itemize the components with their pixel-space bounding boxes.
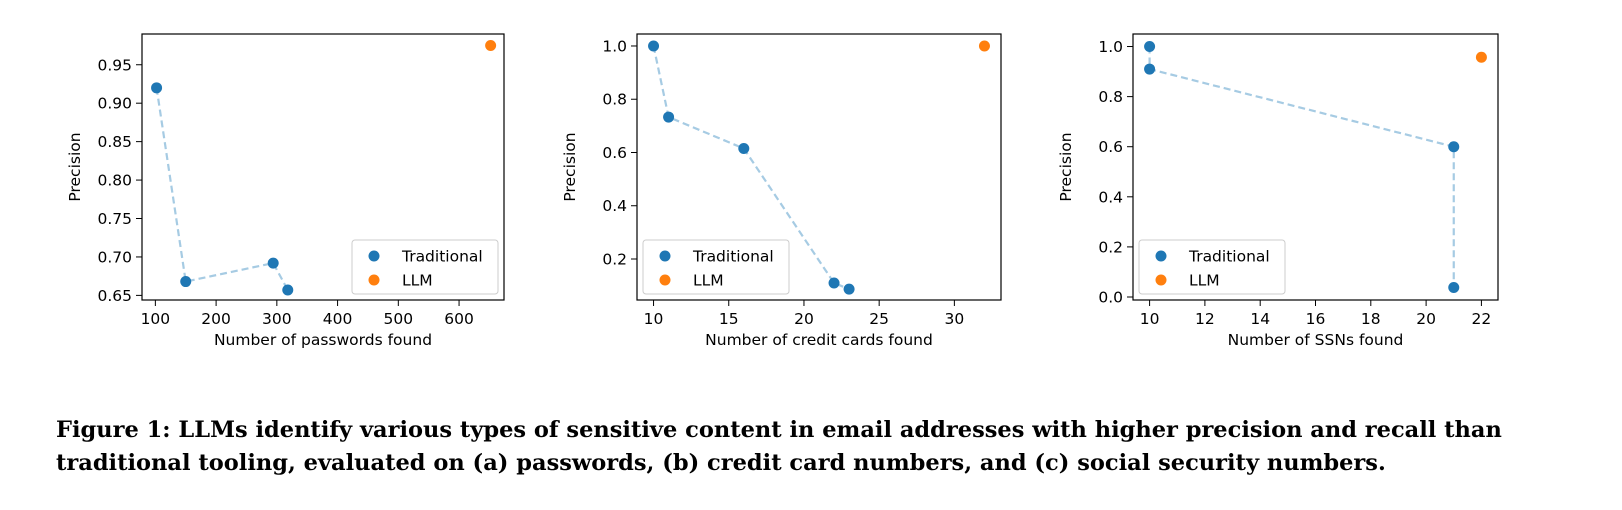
traditional-point — [648, 40, 660, 52]
legend-label-llm: LLM — [402, 272, 433, 290]
y-tick-label: 0.6 — [1098, 138, 1123, 156]
chart-2: 10 15 20 25 30 0.2 0.4 0.6 0.8 1.0 Number of credi… — [561, 33, 1002, 349]
legend-label-llm: LLM — [693, 272, 724, 290]
chart-3: 10 12 14 16 18 20 22 0.0 0.2 0.4 0.6 0.8 1.0 Number o… — [1057, 33, 1499, 349]
figure-caption: Figure 1: LLMs identify various types of… — [56, 414, 1596, 480]
y-tick-label: 0.75 — [97, 210, 132, 228]
traditional-point — [1144, 63, 1156, 75]
legend-box — [1138, 239, 1286, 295]
legend-label-traditional: Traditional — [692, 248, 774, 266]
y-axis-label: Precision — [1057, 132, 1075, 201]
legend-marker-traditional — [368, 250, 380, 262]
legend-marker-traditional — [1155, 250, 1167, 262]
legend-label-traditional: Traditional — [1188, 248, 1270, 266]
x-tick-label: 400 — [323, 310, 353, 328]
x-tick-label: 25 — [869, 310, 889, 328]
x-tick-label: 500 — [384, 310, 414, 328]
llm-point — [1475, 51, 1487, 63]
x-tick-label: 300 — [262, 310, 292, 328]
traditional-point — [828, 277, 840, 289]
x-tick-label: 18 — [1361, 310, 1381, 328]
caption-label: Figure 1: — [56, 417, 171, 443]
traditional-point — [267, 257, 279, 269]
legend-box — [351, 239, 499, 295]
x-tick-label: 600 — [444, 310, 474, 328]
x-axis-label: Number of passwords found — [214, 331, 432, 349]
traditional-point — [1144, 41, 1156, 53]
y-tick-label: 0.80 — [97, 172, 132, 190]
y-tick-label: 0.95 — [97, 56, 132, 74]
y-tick-label: 0.6 — [602, 144, 627, 162]
x-tick-label: 100 — [141, 310, 171, 328]
y-tick-label: 0.90 — [97, 95, 132, 113]
y-axis-label: Precision — [561, 132, 579, 201]
plot-frame — [141, 33, 505, 301]
chart-1: 100 200 300 400 500 600 0.65 0.70 0.75 0.80 0.85 0.… — [66, 33, 505, 349]
traditional-point — [282, 284, 294, 296]
x-tick-label: 16 — [1306, 310, 1326, 328]
traditional-point — [843, 283, 855, 295]
traditional-point — [151, 82, 163, 94]
x-tick-label: 200 — [201, 310, 231, 328]
llm-point — [978, 40, 990, 52]
y-tick-label: 0.8 — [602, 91, 627, 109]
y-tick-label: 1.0 — [1098, 38, 1123, 56]
traditional-point — [1448, 281, 1460, 293]
figure-charts: 100 200 300 400 500 600 0.65 0.70 0.75 0.80 0.85 0.… — [66, 33, 1499, 349]
plot-frame — [636, 33, 1002, 301]
plot-frame — [1132, 33, 1499, 301]
x-tick-label: 15 — [719, 310, 739, 328]
traditional-connecting-line — [155, 87, 289, 291]
x-tick-label: 12 — [1195, 310, 1215, 328]
y-tick-label: 1.0 — [602, 37, 627, 55]
traditional-point — [738, 142, 750, 154]
legend-label-llm: LLM — [1189, 272, 1220, 290]
y-tick-label: 0.85 — [97, 133, 132, 151]
legend: Traditional LLM — [642, 239, 790, 295]
traditional-connecting-line — [1148, 46, 1455, 288]
traditional-point — [1448, 141, 1460, 153]
y-tick-label: 0.4 — [602, 197, 627, 215]
x-tick-label: 10 — [1140, 310, 1160, 328]
traditional-point — [180, 276, 192, 288]
y-tick-label: 0.0 — [1098, 288, 1123, 306]
traditional-point — [663, 111, 675, 123]
y-tick-label: 0.8 — [1098, 88, 1123, 106]
x-axis-label: Number of credit cards found — [705, 331, 933, 349]
y-tick-label: 0.2 — [602, 250, 627, 268]
legend: Traditional LLM — [1138, 239, 1286, 295]
legend-marker-llm — [659, 274, 671, 286]
legend-marker-llm — [1155, 274, 1167, 286]
x-tick-label: 22 — [1472, 310, 1492, 328]
x-tick-label: 30 — [945, 310, 965, 328]
y-tick-label: 0.2 — [1098, 238, 1123, 256]
x-tick-label: 14 — [1250, 310, 1270, 328]
legend-label-traditional: Traditional — [401, 248, 483, 266]
legend: Traditional LLM — [351, 239, 499, 295]
legend-box — [642, 239, 790, 295]
y-axis-label: Precision — [66, 132, 84, 201]
x-tick-label: 10 — [644, 310, 664, 328]
caption-text: LLMs identify various types of sensitive… — [56, 417, 1502, 476]
y-tick-label: 0.4 — [1098, 188, 1123, 206]
legend-marker-traditional — [659, 250, 671, 262]
legend-marker-llm — [368, 274, 380, 286]
llm-point — [485, 40, 497, 52]
x-tick-label: 20 — [1416, 310, 1436, 328]
x-axis-label: Number of SSNs found — [1228, 331, 1404, 349]
x-tick-label: 20 — [794, 310, 814, 328]
y-tick-label: 0.65 — [97, 287, 132, 305]
y-tick-label: 0.70 — [97, 248, 132, 266]
